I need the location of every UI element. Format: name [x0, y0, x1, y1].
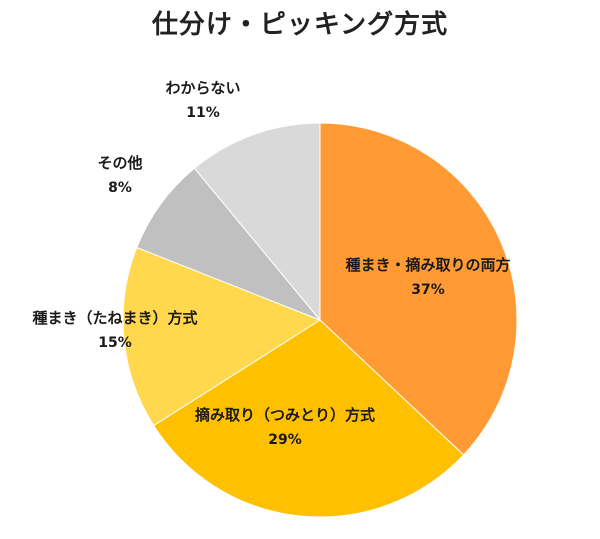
slice-category-label: わからない — [165, 79, 240, 97]
slice-category-label: 種まき・摘み取りの両方 — [345, 256, 510, 274]
pie-slice-2 — [152, 319, 465, 518]
slice-label-2: 摘み取り（つみとり）方式 29% — [195, 406, 375, 448]
slice-value-label: 15% — [98, 335, 132, 351]
slice-category-label: 種まき（たねまき）方式 — [32, 309, 197, 327]
slice-value-label: 8% — [108, 180, 132, 196]
slice-label-3: 種まき（たねまき）方式 15% — [32, 309, 197, 351]
slice-value-label: 29% — [268, 432, 302, 448]
slice-category-label: その他 — [97, 154, 142, 172]
pie-slice-5 — [193, 122, 321, 322]
pie-slice-3 — [122, 246, 322, 427]
slice-label-4: その他 8% — [97, 154, 142, 196]
slice-label-5: わからない 11% — [165, 79, 240, 121]
slice-value-label: 37% — [411, 282, 445, 298]
slice-label-1: 種まき・摘み取りの両方 37% — [345, 256, 510, 298]
labels-layer: 種まき・摘み取りの両方 37% 摘み取り（つみとり）方式 29% 種まき（たねまき）方式… — [32, 79, 510, 448]
pie-slice-1 — [319, 122, 518, 456]
slice-value-label: 11% — [186, 105, 220, 121]
pie-slice-4 — [136, 167, 321, 321]
slices-layer — [122, 122, 518, 518]
slice-category-label: 摘み取り（つみとり）方式 — [195, 406, 375, 424]
chart-title: 仕分け・ピッキング方式 — [151, 10, 449, 40]
